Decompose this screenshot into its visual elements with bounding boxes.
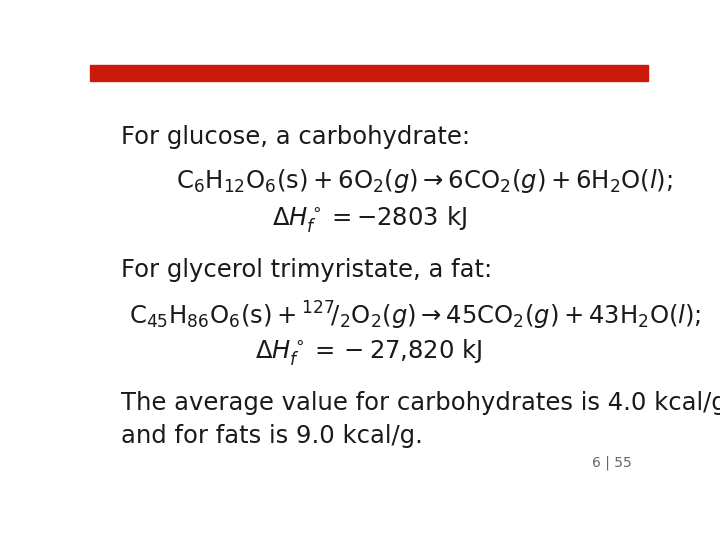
FancyBboxPatch shape [90, 65, 648, 80]
Text: $\Delta \mathit{H}_f^\circ = \mathregular{-2803\ kJ}$: $\Delta \mathit{H}_f^\circ = \mathregula… [271, 204, 467, 234]
Text: $\Delta \mathit{H}_f^\circ\mathregular{= -27{,}820\ kJ}$: $\Delta \mathit{H}_f^\circ\mathregular{=… [255, 337, 483, 367]
Text: $\mathrm{C_6H_{12}O_6(s) + 6O_2(}$$\mathit{g}$$\mathrm{) \rightarrow 6CO_2(}$$\m: $\mathrm{C_6H_{12}O_6(s) + 6O_2(}$$\math… [176, 167, 673, 195]
Text: For glucose, a carbohydrate:: For glucose, a carbohydrate: [121, 125, 470, 149]
Text: The average value for carbohydrates is 4.0 kcal/g: The average value for carbohydrates is 4… [121, 391, 720, 415]
Text: For glycerol trimyristate, a fat:: For glycerol trimyristate, a fat: [121, 258, 492, 282]
Text: $\mathrm{C_{45}H_{86}O_6(s) + {^{127}\!/_{2}}O_2(}$$\mathit{g}$$\mathrm{) \right: $\mathrm{C_{45}H_{86}O_6(s) + {^{127}\!/… [129, 300, 701, 332]
Text: and for fats is 9.0 kcal/g.: and for fats is 9.0 kcal/g. [121, 424, 423, 448]
Text: 6 | 55: 6 | 55 [593, 456, 632, 470]
